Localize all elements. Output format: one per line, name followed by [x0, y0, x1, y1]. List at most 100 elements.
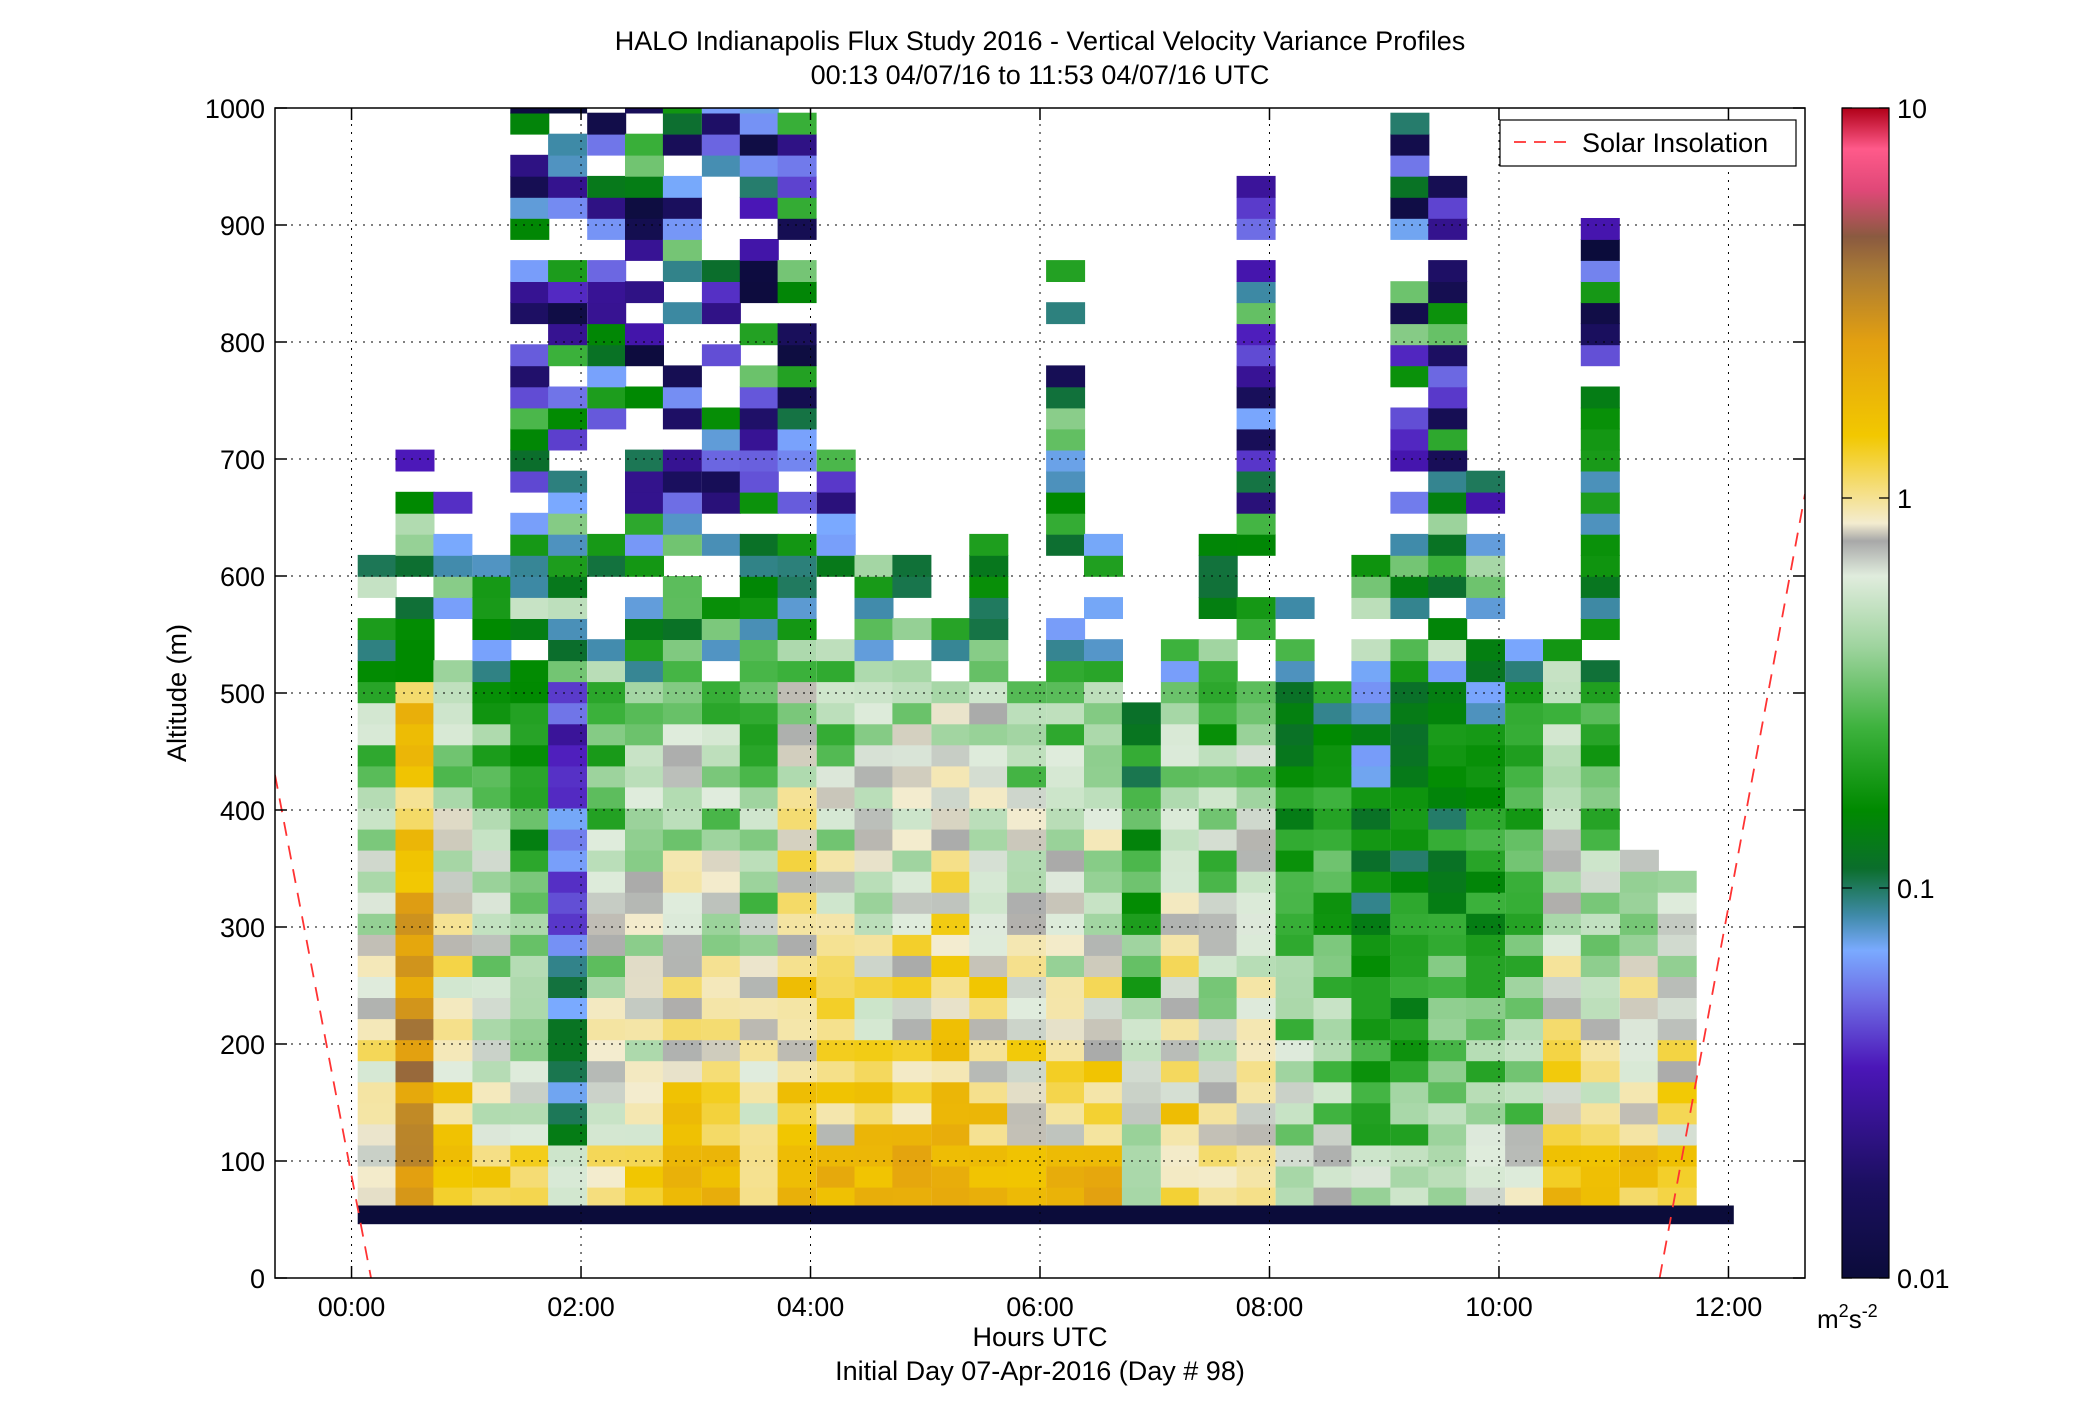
heatmap-cell [548, 386, 588, 409]
heatmap-cell [433, 997, 473, 1020]
heatmap-cell [1275, 597, 1315, 619]
heatmap-cell [1236, 428, 1276, 451]
heatmap-cell [1121, 1144, 1161, 1167]
heatmap-cell [777, 449, 817, 472]
heatmap-cell [1390, 997, 1430, 1020]
heatmap-cell [1351, 702, 1391, 725]
heatmap-cell [1580, 828, 1620, 851]
heatmap-cell [739, 1039, 779, 1062]
heatmap-cell [662, 723, 702, 746]
heatmap-cell [701, 870, 741, 893]
heatmap-cell [1657, 1018, 1697, 1041]
heatmap-cell [1580, 533, 1620, 556]
heatmap-cell [1543, 870, 1582, 893]
heatmap-cell [1084, 934, 1123, 956]
heatmap-cell [931, 1081, 971, 1104]
heatmap-cell [1160, 744, 1200, 767]
heatmap-cell [1313, 1018, 1353, 1041]
heatmap-cell [625, 133, 664, 156]
heatmap-cell [625, 639, 664, 662]
heatmap-cell [548, 828, 588, 851]
heatmap-cell [548, 576, 588, 598]
heatmap-cell [777, 365, 817, 388]
heatmap-cell [1007, 765, 1047, 788]
heatmap-cell [854, 576, 894, 598]
heatmap-cell [1313, 849, 1353, 872]
heatmap-cell [1313, 828, 1353, 851]
heatmap-cell [1428, 618, 1468, 640]
heatmap-cell [1466, 576, 1506, 598]
heatmap-cell [1236, 470, 1276, 493]
heatmap-cell [739, 260, 779, 282]
heatmap-cell [1121, 976, 1161, 998]
heatmap-cell [433, 976, 473, 998]
heatmap-cell [1619, 891, 1659, 914]
heatmap-cell [854, 681, 894, 704]
y-tick-label: 200 [220, 1030, 265, 1060]
x-tick-label: 08:00 [1236, 1292, 1304, 1322]
heatmap-cell [587, 407, 627, 430]
heatmap-cell [472, 576, 512, 598]
heatmap-cell [587, 1018, 627, 1041]
heatmap-cell [701, 828, 741, 851]
heatmap-cell [395, 723, 435, 746]
heatmap-cell [892, 1060, 932, 1083]
heatmap-cell [1160, 681, 1200, 704]
heatmap-cell [969, 554, 1009, 577]
heatmap-cell [892, 955, 932, 977]
heatmap-cell [1313, 913, 1353, 935]
heatmap-cell [1428, 428, 1468, 451]
heatmap-cell [777, 1186, 817, 1209]
heatmap-cell [1046, 1039, 1086, 1062]
heatmap-cell [1428, 828, 1468, 851]
heatmap-cell [662, 365, 702, 388]
heatmap-cell [931, 870, 971, 893]
heatmap-cell [1046, 386, 1086, 409]
heatmap-cell [1007, 702, 1047, 725]
heatmap-cell [969, 1060, 1009, 1083]
heatmap-cell [1160, 765, 1200, 788]
y-tick-label: 300 [220, 913, 265, 943]
heatmap-cell [777, 1081, 817, 1104]
heatmap-cell [1275, 955, 1315, 977]
heatmap-cell [1007, 913, 1047, 935]
heatmap-cell [1351, 891, 1391, 914]
heatmap-cell [1351, 955, 1391, 977]
heatmap-cell [931, 934, 971, 956]
heatmap-cell [357, 1060, 397, 1083]
heatmap-cell [777, 849, 817, 872]
heatmap-cell [816, 681, 856, 704]
heatmap-cell [395, 786, 435, 809]
heatmap-cell [1275, 934, 1315, 956]
heatmap-cell [701, 1186, 741, 1209]
heatmap-cell [587, 260, 627, 282]
heatmap-cell [1466, 1165, 1506, 1188]
heatmap-cell [892, 807, 932, 830]
heatmap-cell [1084, 554, 1123, 577]
heatmap-cell [1275, 765, 1315, 788]
heatmap-cell [1236, 744, 1276, 767]
heatmap-cell [816, 913, 856, 935]
heatmap-cell [1275, 891, 1315, 914]
heatmap-cell [1046, 786, 1086, 809]
heatmap-cell [587, 660, 627, 683]
heatmap-cell [548, 597, 588, 619]
heatmap-cell [1428, 323, 1468, 346]
heatmap-cell [1046, 723, 1086, 746]
heatmap-cell [510, 218, 550, 240]
heatmap-cell [931, 1102, 971, 1125]
heatmap-cell [472, 744, 512, 767]
heatmap-cell [1313, 976, 1353, 998]
heatmap-cell [777, 533, 817, 556]
x-tick-label: 06:00 [1006, 1292, 1074, 1322]
heatmap-cell [1390, 807, 1430, 830]
heatmap-cell [1046, 512, 1086, 535]
heatmap-cell [1275, 976, 1315, 998]
heatmap-cell [587, 1060, 627, 1083]
heatmap-cell [357, 1081, 397, 1104]
heatmap-cell [510, 597, 550, 619]
heatmap-cell [969, 744, 1009, 767]
heatmap-cell [1390, 723, 1430, 746]
heatmap-cell [892, 891, 932, 914]
heatmap-cell [510, 1123, 550, 1146]
